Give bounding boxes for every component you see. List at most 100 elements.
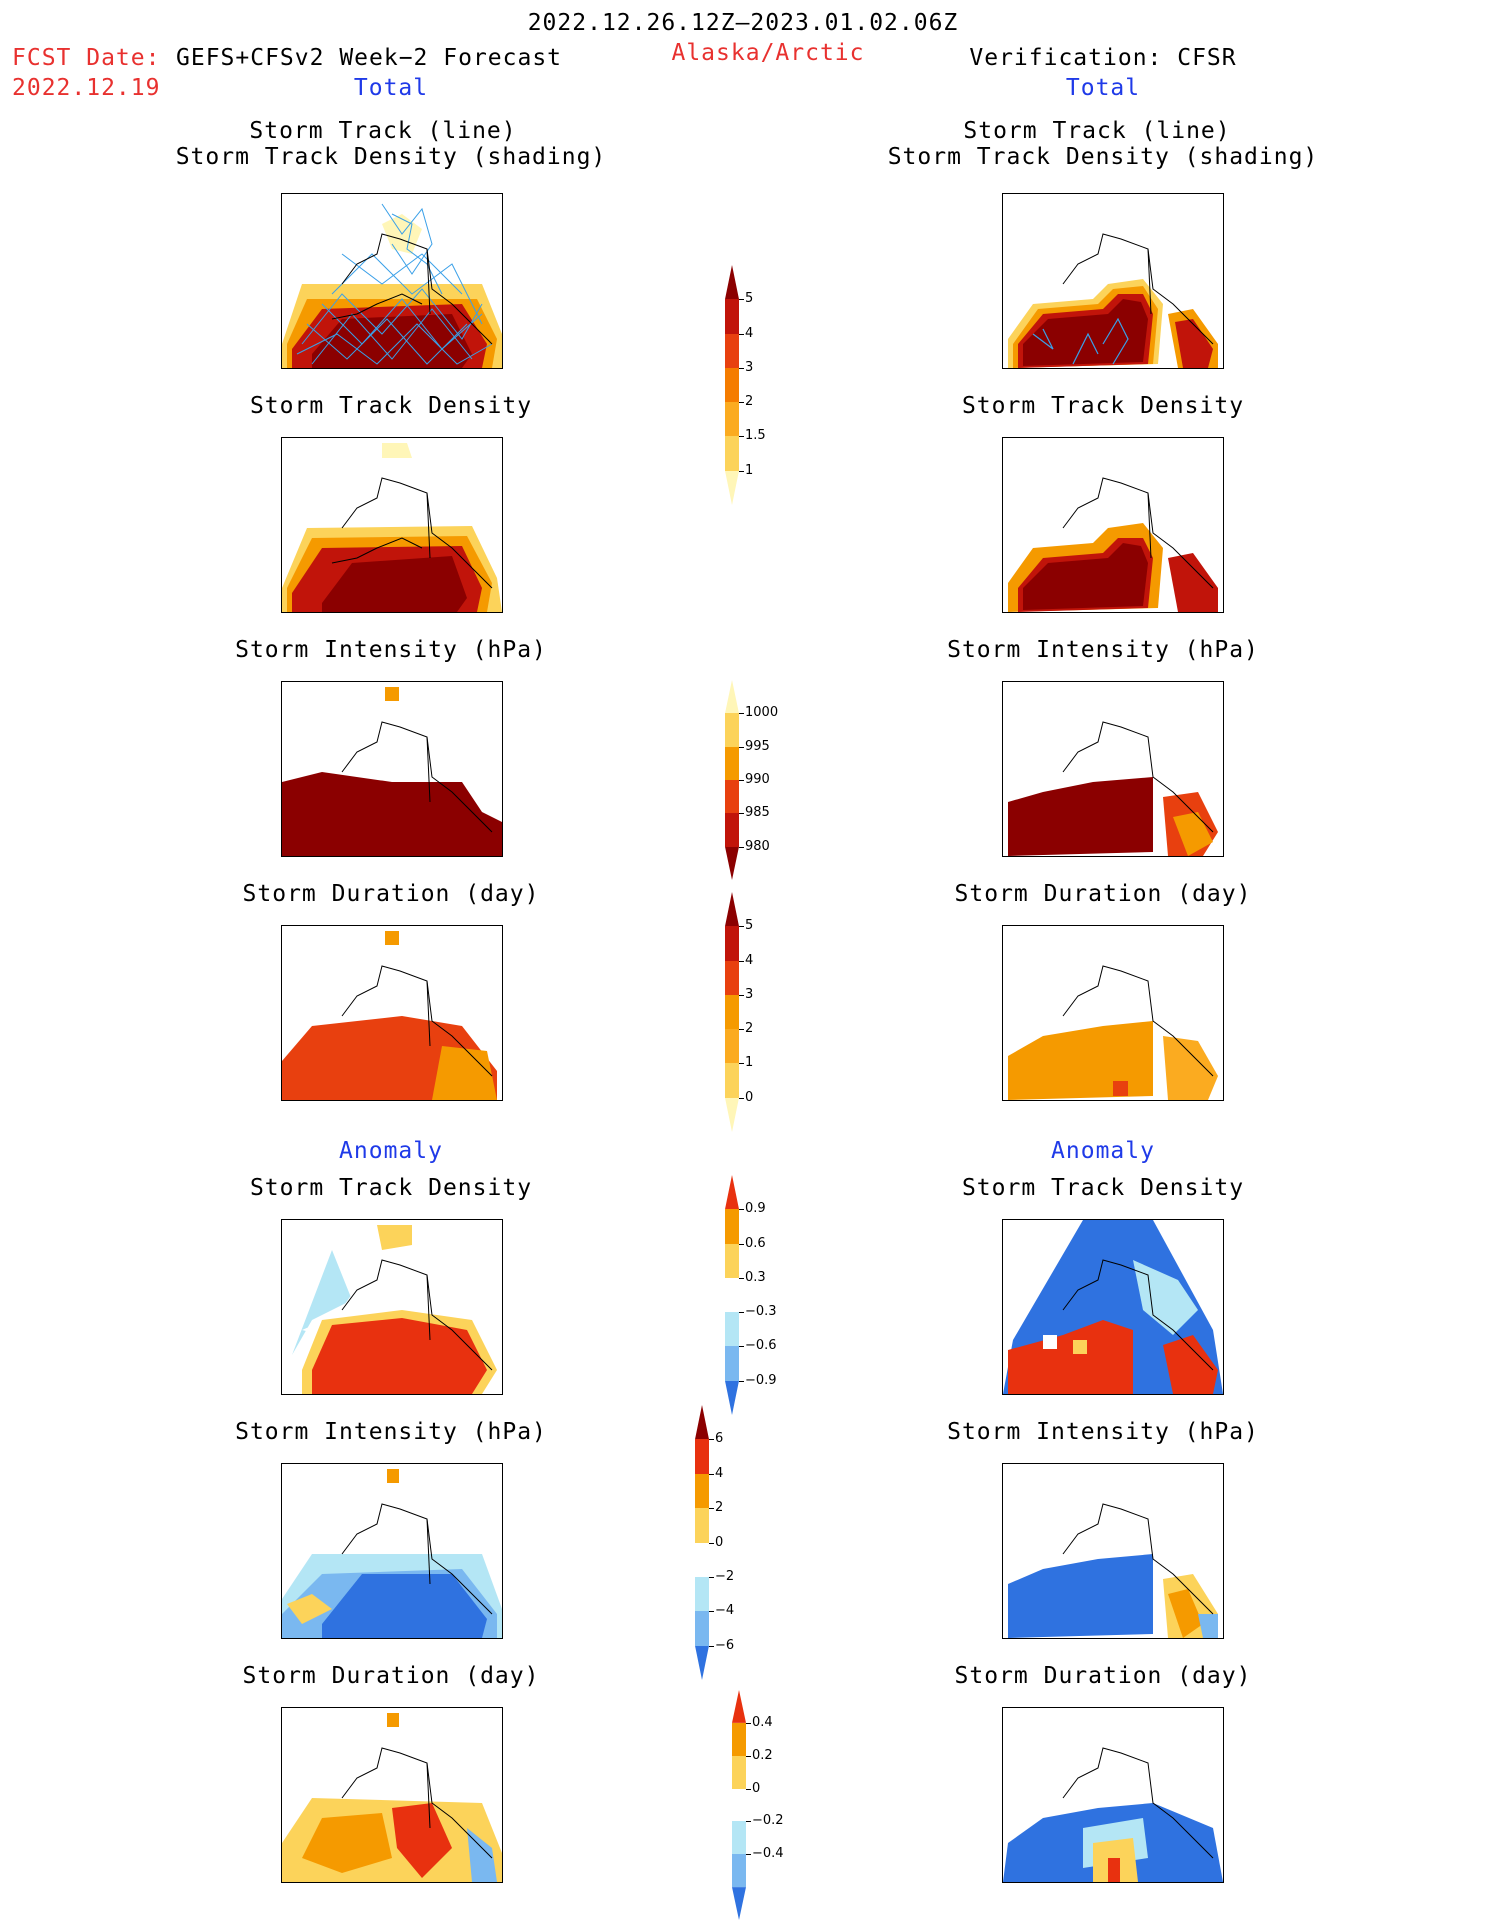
colorbar-segment (725, 892, 739, 927)
colorbar-segment (695, 1439, 709, 1474)
colorbar-segment (725, 299, 739, 334)
colorbar-tick-mark (739, 436, 744, 438)
colorbar-tick-label: 995 (745, 738, 770, 754)
colorbar-tick-mark (739, 1097, 744, 1099)
colorbar-tick-label: −0.3 (745, 1304, 777, 1320)
colorbar-tick-label: 0.4 (752, 1714, 773, 1730)
colorbar-tick-label: 0.9 (745, 1201, 766, 1217)
colorbar-tick-mark (739, 1063, 744, 1065)
right-density-title: Storm Track Density (961, 393, 1245, 419)
colorbar-segment (732, 1788, 746, 1822)
map-left-duration (281, 925, 503, 1101)
colorbar-segment (725, 1175, 739, 1210)
map-left-duration-svg (282, 931, 497, 1100)
colorbar-tick-mark (739, 813, 744, 815)
map-right-track (1002, 193, 1224, 369)
fcst-date-label: FCST Date: (12, 45, 161, 71)
right-anom-duration-title: Storm Duration (day) (954, 1663, 1252, 1689)
colorbar-tick-label: 4 (745, 952, 754, 968)
colorbar-tick-mark (709, 1439, 714, 1441)
colorbar-tick-mark (709, 1542, 714, 1544)
map-right-density (1002, 437, 1224, 613)
colorbar-tick-label: 1 (745, 1055, 754, 1071)
colorbar-segment (725, 1029, 739, 1064)
colorbar-tick-label: 985 (745, 805, 770, 821)
colorbar-segment (725, 402, 739, 437)
colorbar-tick-mark (739, 367, 744, 369)
colorbar-tick-mark (739, 846, 744, 848)
map-left-anom-density (281, 1219, 503, 1395)
colorbar-tick-label: 0 (745, 1089, 754, 1105)
colorbar-segment (725, 746, 739, 780)
region-label: Alaska/Arctic (671, 40, 865, 66)
colorbar-tick-label: −0.4 (752, 1846, 784, 1862)
colorbar-tick-label: −0.2 (752, 1813, 784, 1829)
left-anom-intensity-title: Storm Intensity (hPa) (235, 1419, 547, 1445)
colorbar-tick-mark (739, 1209, 744, 1211)
colorbar-tick-mark (739, 1243, 744, 1245)
left-density-title: Storm Track Density (249, 393, 533, 419)
colorbar-tick-label: 0.3 (745, 1269, 766, 1285)
map-left-anom-duration-svg (282, 1713, 502, 1882)
colorbar-tick-mark (739, 926, 744, 928)
colorbar-tick-label: 1 (745, 462, 754, 478)
right-anom-intensity-title: Storm Intensity (hPa) (947, 1419, 1259, 1445)
map-left-anom-duration (281, 1707, 503, 1883)
fcst-date: 2022.12.19 (12, 75, 161, 101)
map-right-intensity (1002, 681, 1224, 857)
colorbar-tick-label: 990 (745, 772, 770, 787)
map-right-anom-duration-svg (1003, 1747, 1223, 1882)
colorbar-segment (695, 1542, 709, 1577)
colorbar-tick-mark (746, 1722, 751, 1724)
map-left-density (281, 437, 503, 613)
colorbar-tick-mark (739, 994, 744, 996)
colorbar-tick-label: 6 (715, 1431, 724, 1447)
total-right-label: Total (1065, 75, 1141, 101)
colorbar-tick-mark (709, 1611, 714, 1613)
map-right-anom-intensity-svg (1008, 1503, 1218, 1638)
colorbar-tick-mark (746, 1821, 751, 1823)
colorbar-segment (732, 1755, 746, 1789)
anomaly-left-label: Anomaly (339, 1138, 443, 1164)
colorbar-segment (732, 1690, 746, 1723)
colorbar-tick-mark (739, 333, 744, 335)
left-intensity-title: Storm Intensity (hPa) (235, 637, 547, 663)
colorbar-tick-label: 3 (745, 359, 754, 375)
left-track-line-title: Storm Track (line) (249, 118, 517, 144)
left-anom-duration-title: Storm Duration (day) (242, 1663, 540, 1689)
colorbar-segment (725, 1243, 739, 1278)
colorbar-segment (725, 265, 739, 300)
colorbar-tick-mark (709, 1576, 714, 1578)
colorbar-segment (732, 1887, 746, 1920)
colorbar-segment (725, 780, 739, 814)
colorbar-tick-label: 0.2 (752, 1747, 773, 1763)
right-duration-title: Storm Duration (day) (954, 881, 1252, 907)
map-left-track-svg (282, 203, 502, 368)
colorbar-tick-label: −6 (715, 1637, 735, 1653)
colorbar-tick-label: −2 (715, 1568, 735, 1584)
colorbar-tick-label: −0.6 (745, 1338, 777, 1354)
map-right-duration-svg (1008, 965, 1218, 1100)
colorbar-tick-mark (739, 1029, 744, 1031)
colorbar-tick-mark (739, 1346, 744, 1348)
colorbar-segment (725, 436, 739, 471)
colorbar-tick-mark (739, 780, 744, 781)
colorbar-segment (695, 1611, 709, 1646)
colorbar-segment (725, 1312, 739, 1347)
colorbar-tick-mark (739, 1380, 744, 1382)
colorbar-tick-mark (739, 1312, 744, 1314)
colorbar-segment (732, 1722, 746, 1756)
colorbar-tick-label: 2 (745, 394, 754, 410)
colorbar-segment (725, 926, 739, 961)
colorbar-tick-mark (709, 1473, 714, 1475)
colorbar-tick-mark (709, 1508, 714, 1510)
colorbar-tick-label: 1000 (745, 705, 779, 721)
colorbar-segment (725, 813, 739, 847)
colorbar-tick-mark (739, 713, 744, 715)
map-right-anom-intensity (1002, 1463, 1224, 1639)
colorbar-segment (725, 1277, 739, 1313)
colorbar-tick-mark (739, 470, 744, 472)
colorbar-segment (725, 1097, 739, 1132)
colorbar-segment (732, 1854, 746, 1888)
colorbar-tick-label: 2 (715, 1500, 724, 1516)
